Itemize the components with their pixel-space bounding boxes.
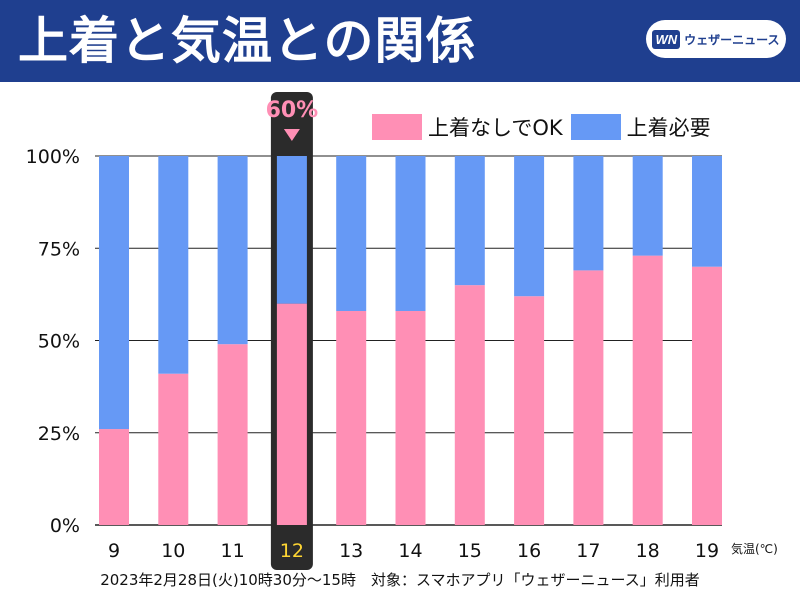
- bar-jacket: [514, 156, 545, 297]
- brand-logo: WN ウェザーニュース: [646, 20, 786, 58]
- legend-swatch-no-jacket: [372, 114, 422, 140]
- legend-item-jacket: 上着必要: [570, 112, 711, 142]
- x-tick-label: 14: [398, 540, 422, 562]
- bar-jacket: [573, 156, 604, 271]
- bar-jacket: [276, 156, 307, 304]
- highlight-value-label: 60%: [266, 98, 319, 123]
- x-axis-unit-label: 気温(℃): [731, 542, 778, 556]
- x-tick-label: 13: [339, 540, 363, 562]
- y-tick-label: 50%: [38, 331, 80, 353]
- x-tick-label: 19: [695, 540, 719, 562]
- x-tick-label: 15: [458, 540, 482, 562]
- y-tick-label: 25%: [38, 423, 80, 445]
- bar-no-jacket: [395, 310, 426, 525]
- x-tick-label: 9: [108, 540, 120, 562]
- bar-jacket: [158, 156, 189, 374]
- bar-jacket: [395, 156, 426, 311]
- bar-no-jacket: [692, 266, 722, 525]
- x-tick-label: 12: [280, 540, 304, 562]
- bar-jacket: [632, 156, 663, 256]
- legend-label-jacket: 上着必要: [626, 116, 711, 140]
- page-title: 上着と気温との関係: [18, 12, 477, 70]
- bar-jacket: [692, 156, 722, 267]
- y-tick-label: 100%: [26, 146, 80, 168]
- bar-jacket: [454, 156, 485, 286]
- bar-jacket: [217, 156, 248, 345]
- header-bar: 上着と気温との関係 WN ウェザーニュース: [0, 0, 800, 82]
- bar-no-jacket: [99, 429, 129, 525]
- highlight-pointer-icon: [283, 129, 300, 141]
- x-tick-label: 17: [576, 540, 600, 562]
- x-tick-label: 18: [636, 540, 660, 562]
- bar-no-jacket: [276, 303, 307, 525]
- bar-no-jacket: [514, 296, 545, 525]
- brand-name: ウェザーニュース: [684, 32, 780, 47]
- bar-no-jacket: [217, 344, 248, 525]
- y-tick-label: 75%: [38, 238, 80, 260]
- bar-no-jacket: [454, 285, 485, 525]
- wn-logo-icon: WN: [652, 29, 681, 49]
- legend-label-no-jacket: 上着なしでOK: [428, 116, 563, 140]
- legend-item-no-jacket: 上着なしでOK: [372, 112, 563, 142]
- bar-no-jacket: [573, 270, 604, 525]
- bar-jacket: [336, 156, 367, 311]
- bar-jacket: [99, 156, 129, 430]
- y-tick-label: 0%: [50, 515, 80, 537]
- x-tick-label: 11: [221, 540, 245, 562]
- x-tick-label: 16: [517, 540, 541, 562]
- bar-no-jacket: [158, 373, 189, 525]
- chart-legend: 上着なしでOK 上着必要: [372, 112, 719, 142]
- bar-no-jacket: [632, 255, 663, 525]
- legend-swatch-jacket: [570, 114, 621, 140]
- x-tick-label: 10: [161, 540, 185, 562]
- survey-footnote: 2023年2月28日(火)10時30分〜15時 対象：スマホアプリ「ウェザーニュ…: [100, 571, 700, 589]
- bar-no-jacket: [336, 310, 367, 525]
